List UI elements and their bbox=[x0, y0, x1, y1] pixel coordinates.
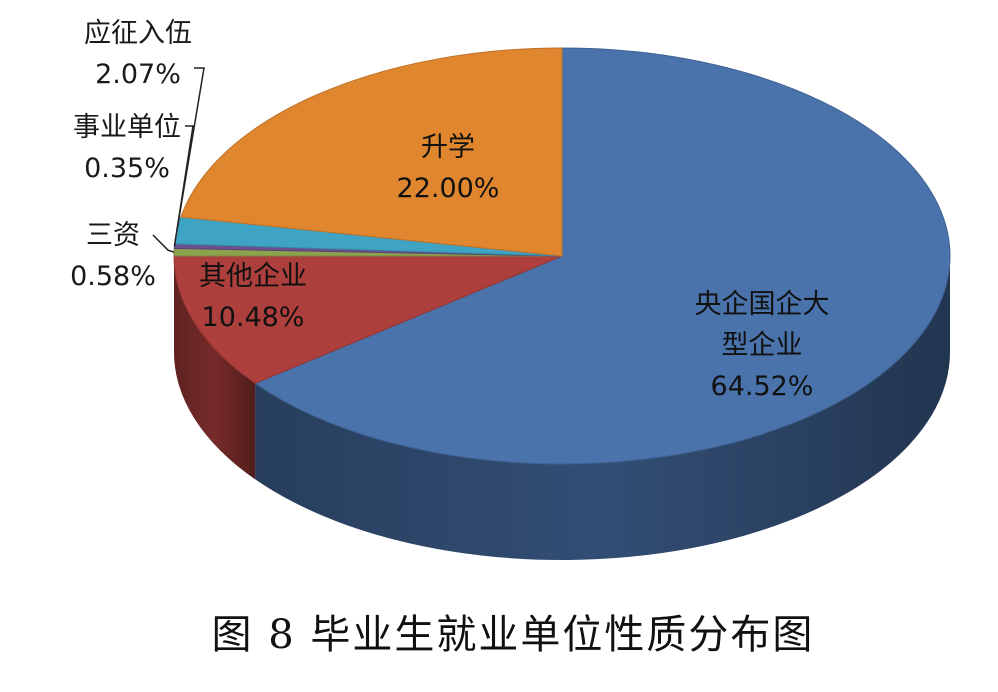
slice-value-1: 10.48% bbox=[202, 302, 305, 333]
slice-side-shading-1 bbox=[174, 256, 256, 480]
slice-label-0-line-1: 型企业 bbox=[722, 330, 803, 361]
slice-label-5-line-0: 升学 bbox=[421, 132, 475, 163]
slice-value-4: 2.07% bbox=[95, 59, 181, 90]
slice-value-3: 0.35% bbox=[84, 153, 170, 184]
slice-side-shading-0 bbox=[255, 256, 950, 560]
slice-value-5: 22.00% bbox=[397, 173, 500, 204]
leader-line-4 bbox=[176, 67, 205, 231]
slice-label-1-line-0: 其他企业 bbox=[199, 261, 307, 292]
chart-title: 图 8 毕业生就业单位性质分布图 bbox=[212, 612, 815, 658]
slice-label-0-line-0: 央企国企大 bbox=[695, 289, 830, 320]
pie-sides bbox=[174, 256, 950, 560]
slice-0 bbox=[254, 47, 951, 465]
slice-label-4-line-0: 应征入伍 bbox=[84, 18, 192, 49]
slice-5 bbox=[180, 47, 563, 257]
pie-tops bbox=[173, 47, 951, 465]
slice-label-2-line-0: 三资 bbox=[86, 220, 140, 251]
slice-label-3-line-0: 事业单位 bbox=[73, 112, 181, 143]
slice-1 bbox=[173, 255, 563, 384]
leader-lines bbox=[152, 67, 205, 253]
leader-line-2 bbox=[152, 234, 175, 253]
slice-value-2: 0.58% bbox=[70, 261, 156, 292]
slice-value-0: 64.52% bbox=[711, 371, 814, 402]
